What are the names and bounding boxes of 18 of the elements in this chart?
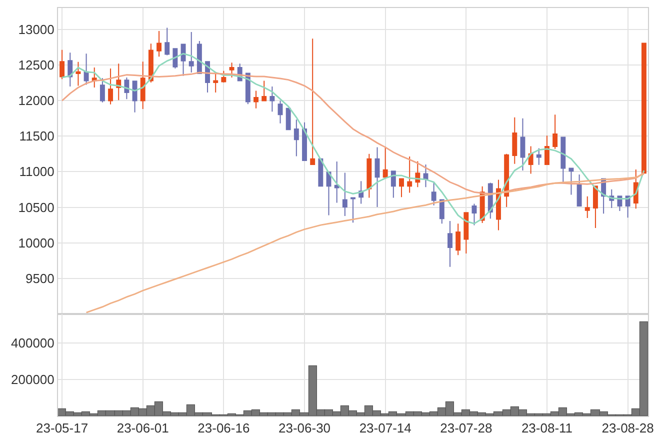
y-tick-label: 12500 <box>18 57 54 72</box>
x-tick-label: 23-07-28 <box>440 420 492 436</box>
y-tick-label: 400000 <box>11 336 54 351</box>
x-tick-label: 23-08-28 <box>602 420 654 436</box>
y-tick-label: 11500 <box>19 128 54 144</box>
y-tick-label: 10500 <box>18 200 54 215</box>
y-tick-label: 11000 <box>19 164 54 180</box>
x-tick-label: 23-08-11 <box>521 420 573 436</box>
x-tick-label: 23-05-17 <box>36 420 88 436</box>
x-tick-label: 23-06-01 <box>116 420 169 436</box>
y-tick-label: 12000 <box>18 93 54 108</box>
x-tick-label: 23-06-16 <box>198 420 250 436</box>
x-tick-label: 23-06-30 <box>278 420 331 436</box>
y-tick-label: 10000 <box>18 235 54 250</box>
y-tick-label: 13000 <box>18 22 54 37</box>
y-tick-label: 200000 <box>11 372 54 388</box>
x-tick-label: 23-07-14 <box>359 420 412 436</box>
y-tick-label: 9500 <box>25 270 54 286</box>
